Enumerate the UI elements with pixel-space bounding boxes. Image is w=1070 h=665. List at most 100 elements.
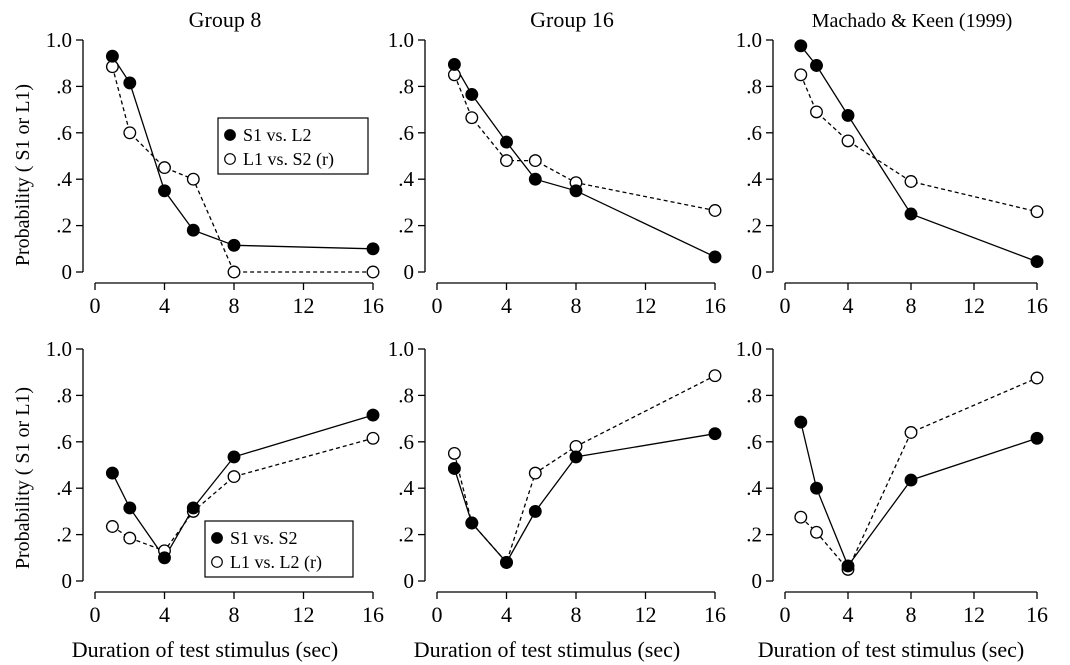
open-point bbox=[708, 369, 722, 383]
open-point bbox=[123, 126, 137, 140]
x-tick-label: 0 bbox=[780, 293, 791, 318]
solid-series-line bbox=[800, 421, 1038, 568]
dashed-series-line bbox=[453, 375, 716, 564]
y-tick-label: .6 bbox=[398, 121, 414, 145]
open-point bbox=[123, 531, 137, 545]
y-tick-label: .6 bbox=[746, 430, 762, 454]
filled-point bbox=[569, 184, 583, 198]
dashed-series-line bbox=[111, 66, 373, 273]
open-point bbox=[904, 175, 918, 188]
dashed-series-line bbox=[800, 74, 1038, 213]
filled-point bbox=[158, 551, 171, 565]
x-tick-label: 8 bbox=[906, 293, 917, 318]
x-axis-label-left: Duration of test stimulus (sec) bbox=[72, 637, 338, 662]
filled-point bbox=[105, 466, 119, 480]
y-tick-label: 0 bbox=[62, 260, 73, 284]
y-tick-label: .8 bbox=[398, 74, 414, 98]
filled-point bbox=[227, 238, 241, 252]
y-tick-label: .8 bbox=[398, 383, 414, 407]
filled-point bbox=[841, 559, 855, 573]
x-tick-label: 8 bbox=[571, 293, 582, 318]
chart-title: Group 16 bbox=[530, 7, 614, 32]
y-tick-label: .4 bbox=[398, 167, 414, 191]
x-tick-label: 4 bbox=[159, 293, 170, 318]
x-tick-label: 0 bbox=[432, 602, 443, 627]
x-tick-label: 12 bbox=[635, 602, 657, 627]
open-point bbox=[841, 134, 855, 148]
y-tick-label: .4 bbox=[56, 476, 72, 500]
open-point bbox=[500, 154, 513, 168]
legend-open-marker bbox=[224, 153, 236, 165]
x-tick-label: 8 bbox=[571, 602, 582, 627]
y-tick-label: .2 bbox=[746, 214, 762, 238]
filled-point bbox=[158, 184, 171, 198]
filled-point bbox=[1030, 255, 1044, 269]
x-tick-label: 8 bbox=[229, 293, 240, 318]
filled-point bbox=[708, 427, 722, 441]
dashed-series-line bbox=[800, 377, 1038, 571]
legend: S1 vs. S2 L1 vs. L2 (r) bbox=[204, 520, 354, 578]
open-point bbox=[794, 68, 808, 82]
open-point bbox=[227, 265, 241, 279]
x-tick-label: 0 bbox=[90, 602, 101, 627]
x-tick-label: 16 bbox=[362, 293, 384, 318]
y-tick-label: .8 bbox=[746, 74, 762, 98]
x-tick-label: 16 bbox=[1026, 293, 1048, 318]
filled-point bbox=[465, 88, 479, 101]
y-tick-label: 0 bbox=[752, 260, 763, 284]
y-tick-label: 1.0 bbox=[46, 337, 72, 361]
legend: S1 vs. L2 L1 vs. S2 (r) bbox=[217, 117, 369, 175]
x-tick-label: 4 bbox=[843, 602, 854, 627]
x-tick-label: 12 bbox=[963, 602, 985, 627]
y-tick-label: 0 bbox=[404, 260, 415, 284]
y-tick-label: 1.0 bbox=[388, 337, 414, 361]
solid-series-line bbox=[453, 433, 716, 564]
x-tick-label: 12 bbox=[293, 293, 315, 318]
solid-series-line bbox=[800, 45, 1038, 263]
y-tick-label: .6 bbox=[56, 121, 72, 145]
legend-entry: L1 vs. L2 (r) bbox=[230, 552, 322, 573]
open-point bbox=[904, 426, 918, 439]
y-tick-label: .2 bbox=[746, 523, 762, 547]
y-tick-label: .4 bbox=[398, 476, 414, 500]
y-tick-label: 1.0 bbox=[388, 28, 414, 52]
x-tick-label: 12 bbox=[635, 293, 657, 318]
open-point bbox=[528, 154, 542, 168]
y-axis-label-top: Probability ( S1 or L1) bbox=[12, 84, 34, 266]
x-tick-label: 16 bbox=[704, 293, 726, 318]
x-tick-label: 16 bbox=[704, 602, 726, 627]
legend-filled-marker bbox=[211, 532, 223, 544]
filled-point bbox=[904, 473, 918, 487]
open-point bbox=[810, 105, 823, 119]
x-tick-label: 16 bbox=[362, 602, 384, 627]
y-tick-label: .4 bbox=[746, 167, 762, 191]
open-point bbox=[366, 265, 380, 279]
filled-point bbox=[708, 250, 722, 264]
filled-point bbox=[500, 135, 513, 149]
open-point bbox=[1030, 371, 1044, 385]
y-tick-label: .4 bbox=[56, 167, 72, 191]
y-tick-label: .2 bbox=[56, 214, 72, 238]
y-tick-label: 1.0 bbox=[736, 337, 762, 361]
filled-point bbox=[123, 501, 137, 515]
chart-panel-1: Group 8 0 .2 .4 .6 .8 1.0 0 4 8 12 16 S1 vs. L2 L1 vs… bbox=[46, 7, 384, 318]
x-tick-label: 8 bbox=[906, 602, 917, 627]
legend-entry: S1 vs. S2 bbox=[230, 528, 298, 548]
x-tick-label: 0 bbox=[432, 293, 443, 318]
x-tick-label: 12 bbox=[963, 293, 985, 318]
y-tick-label: .2 bbox=[398, 523, 414, 547]
legend-entry: S1 vs. L2 bbox=[243, 125, 312, 145]
open-point bbox=[465, 111, 479, 125]
filled-point bbox=[810, 59, 823, 72]
y-tick-label: .2 bbox=[56, 523, 72, 547]
chart-title: Machado & Keen (1999) bbox=[812, 10, 1013, 32]
filled-point bbox=[366, 242, 380, 256]
filled-point bbox=[528, 504, 542, 518]
open-point bbox=[1030, 205, 1044, 219]
x-tick-label: 4 bbox=[501, 293, 512, 318]
open-point bbox=[227, 470, 241, 484]
filled-point bbox=[447, 57, 461, 71]
y-tick-label: .8 bbox=[746, 383, 762, 407]
y-tick-label: .8 bbox=[56, 74, 72, 98]
